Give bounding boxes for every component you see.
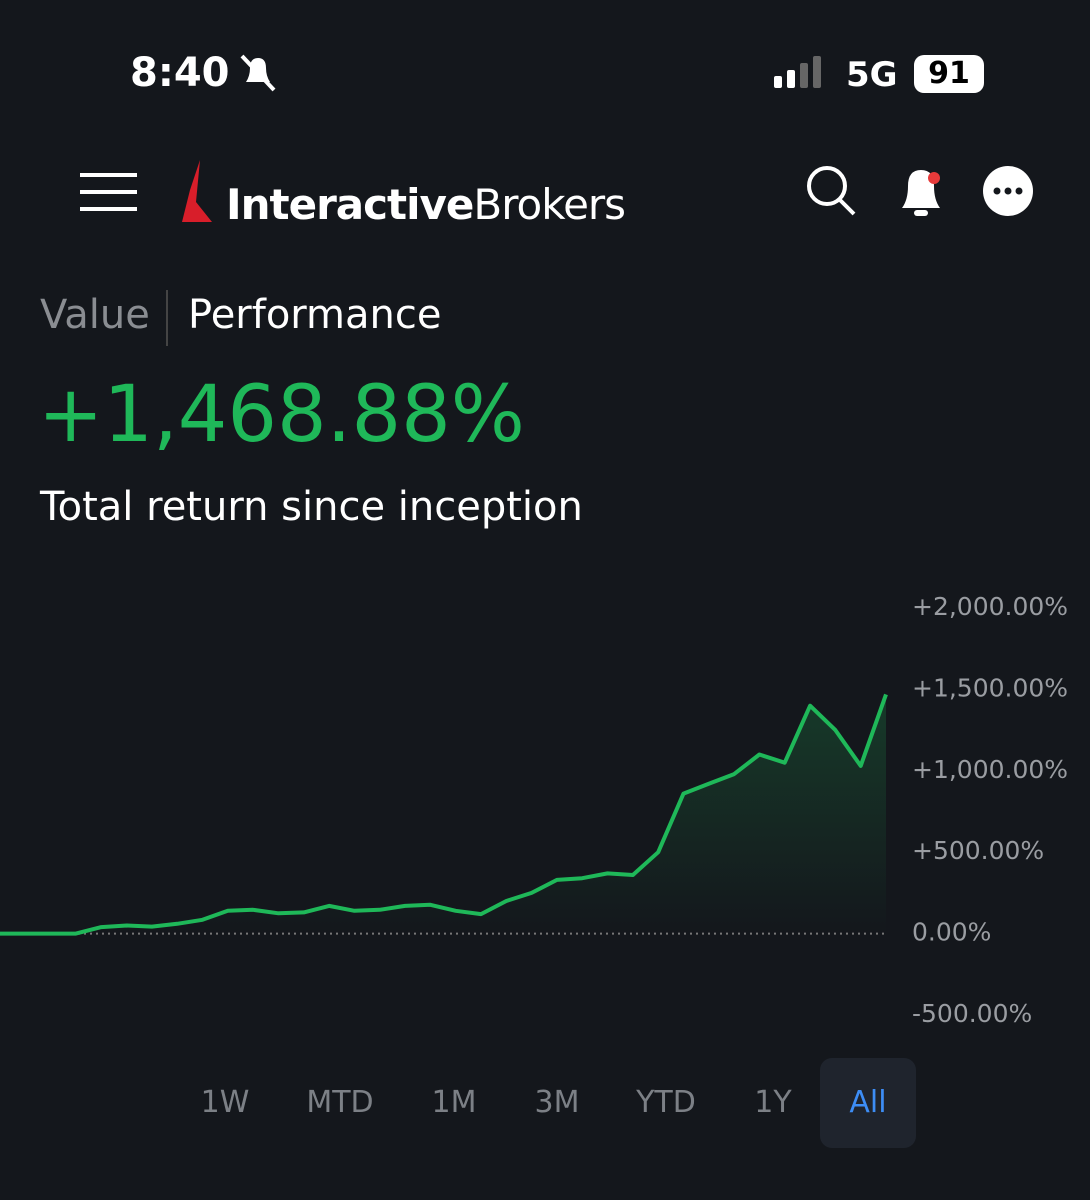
return-caption: Total return since inception — [40, 484, 583, 530]
y-tick-label: -500.00% — [912, 999, 1032, 1028]
y-tick-label: 0.00% — [912, 918, 991, 947]
tab-performance[interactable]: Performance — [188, 292, 442, 338]
line — [0, 693, 888, 936]
tab-value[interactable]: Value — [40, 292, 150, 338]
range-button[interactable]: 1Y — [754, 1085, 792, 1120]
range-button[interactable]: YTD — [636, 1085, 696, 1120]
search-icon[interactable] — [807, 166, 856, 216]
network: 5G — [846, 55, 898, 95]
bell-icon[interactable] — [902, 170, 940, 216]
battery: 91 — [914, 55, 984, 93]
total-return: +1,468.88% — [38, 370, 525, 460]
range-button[interactable]: MTD — [306, 1085, 374, 1120]
range-button[interactable]: All — [820, 1058, 916, 1148]
range-button[interactable]: 3M — [534, 1085, 580, 1120]
logo — [182, 160, 212, 222]
header-icons — [80, 160, 1033, 222]
status-time: 8:40 — [130, 50, 230, 96]
tab-divider — [166, 290, 168, 346]
area — [0, 694, 886, 934]
brand: InteractiveBrokers — [226, 180, 626, 229]
menu-icon[interactable] — [80, 173, 137, 211]
more-icon[interactable] — [983, 166, 1033, 216]
y-tick-label: +1,500.00% — [912, 673, 1068, 702]
range-button[interactable]: 1W — [200, 1085, 250, 1120]
brand-regular: Brokers — [473, 180, 626, 229]
brand-bold: Interactive — [226, 180, 474, 229]
y-tick-label: +2,000.00% — [912, 592, 1068, 621]
signal-icon — [774, 56, 821, 88]
y-tick-label: +500.00% — [912, 836, 1044, 865]
y-tick-label: +1,000.00% — [912, 755, 1068, 784]
range-button[interactable]: 1M — [431, 1085, 477, 1120]
mute-icon — [240, 54, 276, 92]
range-bar: 1W MTD 1M 3M YTD 1Y All — [0, 1058, 1090, 1148]
